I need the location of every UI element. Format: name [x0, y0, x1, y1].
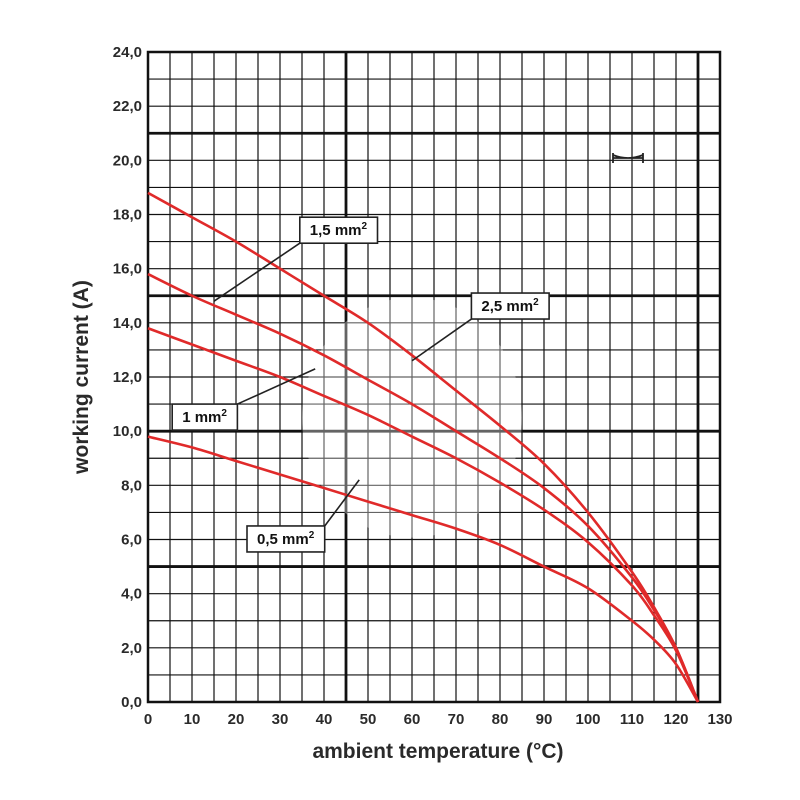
x-tick-label: 20 — [228, 711, 245, 728]
series-lines — [147, 191, 700, 703]
callout-leader — [411, 318, 472, 362]
x-tick-label: 50 — [360, 711, 377, 728]
callouts: 1,5 mm2 2,5 mm2 1 mm2 0,5 mm2 — [171, 216, 550, 553]
y-axis-title: working current (A) — [70, 280, 93, 475]
x-axis-title: ambient temperature (°C) — [312, 740, 563, 763]
x-tick-label: 10 — [184, 711, 201, 728]
x-tick-label: 120 — [663, 711, 688, 728]
callout-label: 1 mm2 — [171, 403, 239, 431]
y-tick-label: 2,0 — [121, 640, 142, 657]
x-tick-label: 80 — [492, 711, 509, 728]
callout-box — [298, 216, 379, 245]
y-tick-label: 22,0 — [113, 98, 142, 115]
callout-label: 2,5 mm2 — [470, 292, 550, 320]
callout-box — [171, 403, 239, 431]
callout-label: 1,5 mm2 — [298, 216, 379, 245]
callout-text: 1,5 mm2 — [310, 221, 368, 239]
series-line — [147, 327, 700, 703]
y-tick-label: 0,0 — [121, 694, 142, 711]
callout-text: 0,5 mm2 — [257, 530, 315, 548]
callout-leaders — [213, 242, 472, 527]
x-tick-label: 0 — [144, 711, 152, 728]
callout-leader — [237, 368, 316, 405]
tick-labels: 0 10 20 30 40 50 60 70 80 90 100 110 120 130 0,0 2,0 4,0… — [113, 44, 733, 728]
series-line — [147, 191, 700, 703]
callout-box — [246, 525, 326, 553]
plot-frame — [146, 50, 722, 704]
y-tick-label: 8,0 — [121, 477, 142, 494]
width-symbol-icon — [612, 153, 644, 163]
y-tick-label: 24,0 — [113, 44, 142, 61]
y-tick-label: 10,0 — [113, 423, 142, 440]
series-line — [147, 272, 700, 703]
y-tick-label: 16,0 — [113, 261, 142, 278]
callout-leader — [213, 242, 301, 302]
callout-box — [470, 292, 550, 320]
y-tick-label: 18,0 — [113, 207, 142, 224]
x-tick-label: 60 — [404, 711, 421, 728]
x-tick-label: 110 — [620, 711, 644, 728]
x-tick-label: 100 — [575, 711, 600, 728]
x-tick-label: 90 — [536, 711, 553, 728]
y-tick-label: 20,0 — [113, 152, 142, 169]
x-tick-label: 40 — [316, 711, 333, 728]
x-tick-label: 70 — [448, 711, 465, 728]
y-tick-label: 14,0 — [113, 315, 142, 332]
callout-text: 1 mm2 — [182, 408, 227, 426]
x-tick-label: 130 — [707, 711, 732, 728]
callout-text: 2,5 mm2 — [481, 297, 539, 315]
series-line — [147, 435, 700, 703]
callout-leader — [324, 479, 360, 527]
watermark-glow — [302, 297, 522, 538]
grid — [146, 50, 722, 704]
y-tick-label: 12,0 — [113, 369, 142, 386]
callout-label: 0,5 mm2 — [246, 525, 326, 553]
x-tick-label: 30 — [272, 711, 289, 728]
y-tick-label: 4,0 — [121, 586, 142, 603]
y-tick-label: 6,0 — [121, 532, 142, 549]
